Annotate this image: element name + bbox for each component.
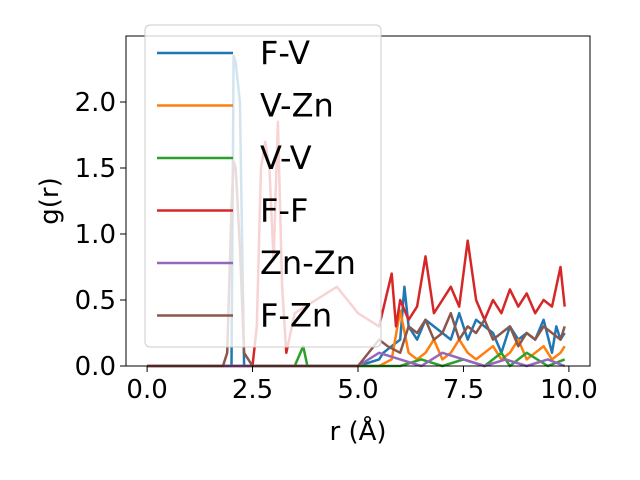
y-tick-label: 1.5 — [75, 154, 116, 184]
x-axis-label: r (Å) — [329, 415, 386, 447]
y-tick-label: 2.0 — [75, 88, 116, 118]
y-axis: 0.0 0.5 1.0 1.5 2.0 — [75, 88, 126, 382]
x-tick-label: 0.0 — [126, 375, 167, 405]
legend-label: F-V — [260, 34, 310, 72]
legend-label: F-Zn — [260, 297, 332, 335]
x-tick-label: 5.0 — [337, 375, 378, 405]
y-tick-label: 1.0 — [75, 220, 116, 250]
y-tick-label: 0.5 — [75, 286, 116, 316]
y-tick-label: 0.0 — [75, 352, 116, 382]
legend-label: V-Zn — [260, 87, 334, 125]
legend-label: F-F — [260, 192, 308, 230]
x-tick-label: 10.0 — [540, 375, 598, 405]
x-tick-label: 2.5 — [232, 375, 273, 405]
x-axis: 0.0 2.5 5.0 7.5 10.0 — [126, 366, 598, 405]
y-axis-label: g(r) — [35, 177, 65, 224]
x-tick-label: 7.5 — [443, 375, 484, 405]
legend: F-V V-Zn V-V F-F Zn-Zn F-Zn — [144, 24, 382, 348]
legend-label: Zn-Zn — [260, 244, 356, 282]
legend-label: V-V — [260, 139, 312, 177]
